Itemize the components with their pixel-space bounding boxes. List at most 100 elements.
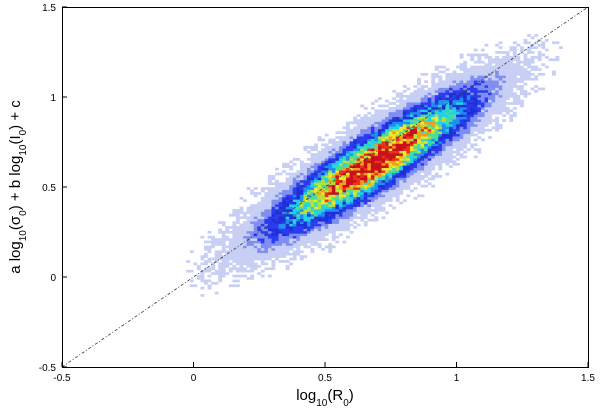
density-cell xyxy=(299,170,304,173)
density-cell xyxy=(505,55,510,59)
density-cell xyxy=(239,252,244,256)
density-cell xyxy=(324,201,329,205)
density-cell xyxy=(406,160,411,164)
density-cell xyxy=(271,218,276,222)
density-cell xyxy=(491,102,496,105)
density-cell xyxy=(264,221,269,224)
density-cell xyxy=(264,218,269,222)
density-cell xyxy=(346,128,350,132)
density-cell xyxy=(317,184,322,188)
density-cell xyxy=(271,187,276,190)
density-cell xyxy=(356,216,361,220)
density-cell xyxy=(427,136,432,139)
density-cell xyxy=(520,102,524,105)
density-cell xyxy=(473,104,478,108)
density-cell xyxy=(349,172,354,176)
density-cell xyxy=(530,58,535,62)
density-cell xyxy=(530,87,535,91)
density-cell xyxy=(218,274,223,278)
density-cell xyxy=(488,75,492,79)
density-cell xyxy=(367,182,372,186)
density-cell xyxy=(509,63,514,66)
density-cell xyxy=(388,141,393,144)
density-cell xyxy=(527,70,531,74)
density-cell xyxy=(463,99,468,103)
density-cell xyxy=(310,153,315,156)
density-cell xyxy=(250,235,255,239)
density-cell xyxy=(470,53,475,57)
density-cell xyxy=(395,133,400,137)
density-cell xyxy=(342,145,347,149)
density-cell xyxy=(402,116,407,120)
density-cell xyxy=(427,143,432,147)
density-cell xyxy=(264,243,269,246)
density-cell xyxy=(377,133,382,137)
density-cell xyxy=(484,128,489,132)
density-cell xyxy=(377,121,382,125)
density-cell xyxy=(417,111,421,115)
density-cell xyxy=(250,274,255,278)
density-cell xyxy=(324,221,329,224)
density-cell xyxy=(445,82,450,86)
density-cell xyxy=(523,60,528,64)
density-cell xyxy=(363,114,368,118)
density-cell xyxy=(370,213,375,217)
density-cell xyxy=(399,97,404,100)
density-cell xyxy=(264,262,269,266)
density-cell xyxy=(388,128,393,132)
density-cell xyxy=(385,128,389,132)
density-cell xyxy=(434,153,439,156)
density-cell xyxy=(278,252,283,256)
density-cell xyxy=(353,189,357,193)
density-cell xyxy=(456,111,460,115)
density-cell xyxy=(413,121,418,125)
density-cell xyxy=(399,121,404,125)
density-cell xyxy=(214,257,219,261)
density-cell xyxy=(306,170,311,173)
density-cell xyxy=(338,213,343,217)
density-cell xyxy=(328,187,333,190)
density-cell xyxy=(306,175,311,178)
density-cell xyxy=(520,68,524,71)
density-cell xyxy=(434,160,439,164)
density-cell xyxy=(356,182,361,186)
density-cell xyxy=(250,211,255,215)
density-cell xyxy=(509,68,514,71)
density-cell xyxy=(395,145,400,149)
density-cell xyxy=(292,238,297,241)
density-cell xyxy=(505,65,510,69)
density-cell xyxy=(424,119,428,122)
density-cell xyxy=(363,128,368,132)
density-cell xyxy=(267,223,272,227)
density-cell xyxy=(264,233,269,237)
density-cell xyxy=(434,92,439,96)
density-cell xyxy=(463,150,468,154)
density-cell xyxy=(420,106,425,110)
density-cell xyxy=(466,114,471,118)
density-cell xyxy=(477,97,482,100)
density-cell xyxy=(321,196,326,200)
density-cell xyxy=(420,126,425,130)
density-cell xyxy=(434,94,439,98)
density-cell xyxy=(434,143,439,147)
density-cell xyxy=(463,121,468,125)
density-cell xyxy=(292,252,297,256)
density-cell xyxy=(346,189,350,193)
density-cell xyxy=(452,72,457,76)
density-cell xyxy=(253,264,258,268)
density-cell xyxy=(463,82,468,86)
density-cell xyxy=(495,72,500,76)
density-cell xyxy=(324,211,329,215)
density-cell xyxy=(516,43,521,47)
density-cell xyxy=(495,89,500,93)
density-cell xyxy=(338,179,343,183)
density-cell xyxy=(331,158,336,161)
density-cell xyxy=(267,228,272,232)
density-cell xyxy=(346,209,350,212)
density-cell xyxy=(289,175,294,178)
density-cell xyxy=(512,77,517,81)
density-cell xyxy=(374,111,379,115)
density-cell xyxy=(512,53,517,57)
density-cell xyxy=(392,126,397,130)
density-cell xyxy=(441,116,446,120)
